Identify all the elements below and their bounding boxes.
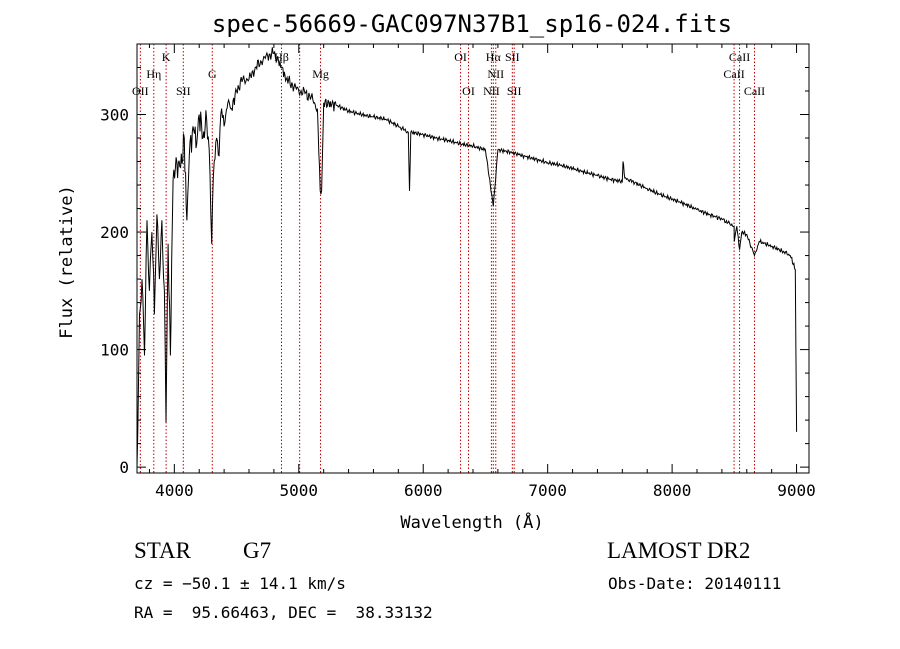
line-marker-label: Hη [146, 67, 161, 81]
line-marker-label: Hα [486, 50, 502, 64]
x-tick-label: 9000 [777, 481, 816, 500]
y-axis-label: Flux (relative) [57, 185, 77, 339]
line-marker-label: Mg [312, 67, 329, 81]
x-axis-label: Wavelength (Å) [400, 511, 543, 533]
line-marker-label: CaII [723, 67, 744, 81]
survey-label: LAMOST DR2 [607, 538, 751, 563]
line-markers [139, 44, 755, 473]
x-tick-label: 7000 [528, 481, 567, 500]
line-marker-label: Hβ [274, 50, 289, 64]
line-marker-label: CaII [729, 50, 750, 64]
line-marker-label: CaII [744, 84, 765, 98]
line-marker-label: SII [176, 84, 191, 98]
line-marker-label: G [208, 67, 217, 81]
spectrum-series-line [136, 47, 798, 468]
object-subclass: G7 [243, 538, 272, 563]
y-tick-label: 0 [119, 458, 129, 477]
redshift-cz: cz = −50.1 ± 14.1 km/s [134, 574, 346, 593]
y-tick-label: 100 [100, 341, 129, 360]
line-marker-label: SII [505, 50, 520, 64]
x-tick-label: 6000 [404, 481, 443, 500]
line-marker-label: K [162, 50, 171, 64]
line-marker-label: SII [507, 84, 522, 98]
coordinates: RA = 95.66463, DEC = 38.33132 [134, 603, 433, 622]
x-tick-label: 8000 [653, 481, 692, 500]
x-tick-label: 4000 [155, 481, 194, 500]
line-marker-label: OI [454, 50, 467, 64]
x-axis: 4000 5000 6000 7000 8000 9000 [148, 44, 816, 500]
x-tick-label: 5000 [280, 481, 319, 500]
object-class: STAR [134, 538, 191, 563]
y-axis: 0 100 200 300 [100, 43, 809, 477]
plot-frame [136, 43, 810, 474]
line-marker-label: OI [462, 84, 475, 98]
y-tick-label: 200 [100, 223, 129, 242]
line-marker-label: NII [483, 84, 500, 98]
line-marker-label: NII [487, 67, 504, 81]
y-tick-label: 300 [100, 106, 129, 125]
chart-title: spec-56669-GAC097N37B1_sp16-024.fits [212, 10, 732, 38]
obs-date: Obs-Date: 20140111 [608, 574, 782, 593]
